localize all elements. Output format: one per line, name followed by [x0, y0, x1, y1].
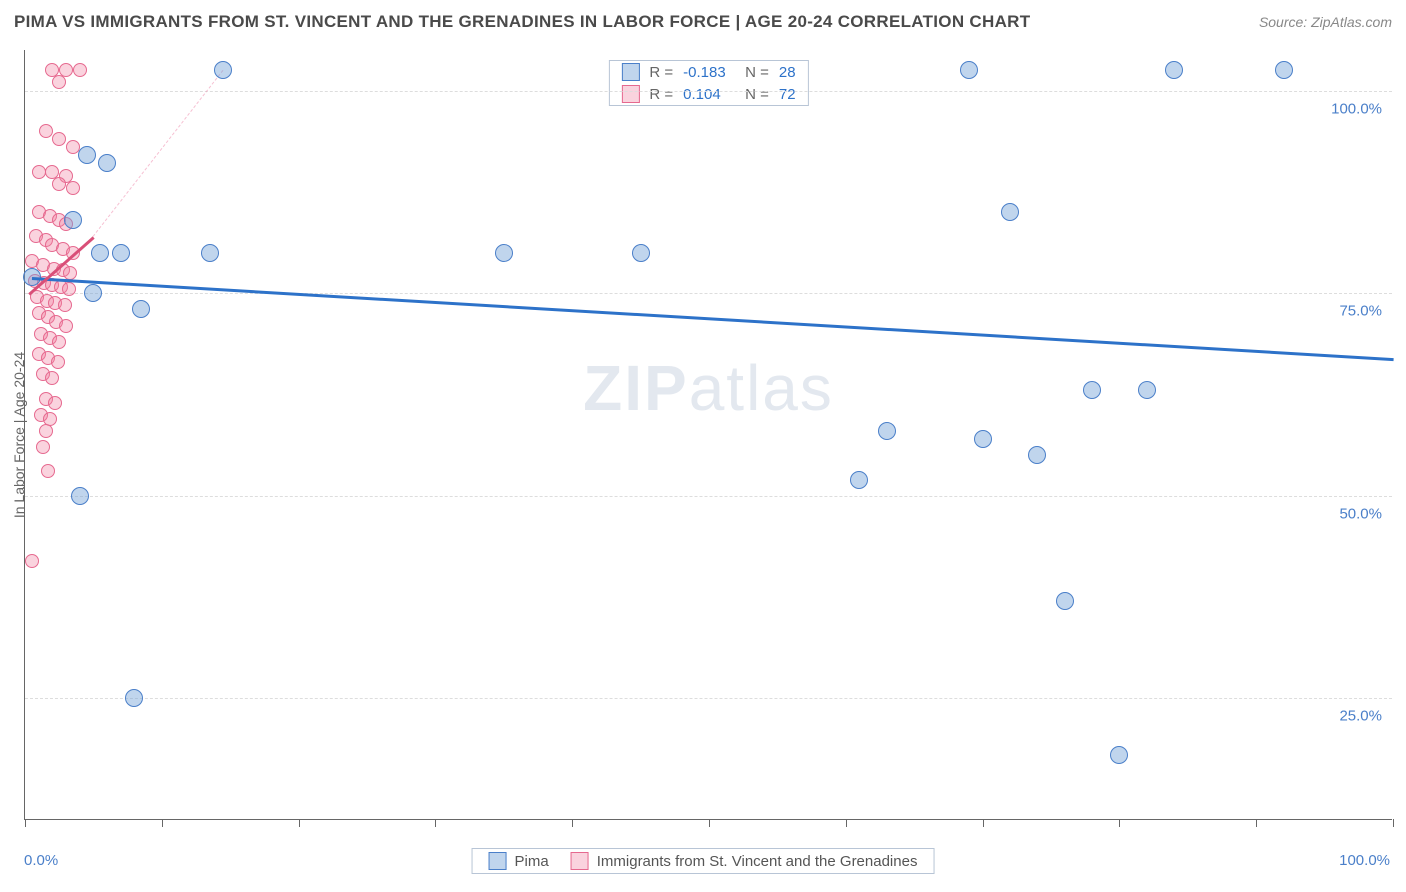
- x-axis-min-label: 0.0%: [24, 852, 58, 869]
- stat-value: 0.104: [683, 86, 735, 103]
- scatter-point-pink: [52, 75, 66, 89]
- x-tick: [1119, 819, 1120, 827]
- scatter-point-blue: [1028, 446, 1046, 464]
- scatter-point-blue: [1165, 61, 1183, 79]
- swatch-blue-icon: [489, 852, 507, 870]
- gridline: [25, 496, 1392, 497]
- legend-item-blue: Pima: [489, 852, 549, 870]
- stat-value: 28: [779, 64, 796, 81]
- scatter-point-pink: [58, 298, 72, 312]
- scatter-point-pink: [52, 177, 66, 191]
- scatter-point-pink: [59, 319, 73, 333]
- scatter-point-blue: [632, 244, 650, 262]
- scatter-point-blue: [78, 146, 96, 164]
- scatter-point-blue: [64, 211, 82, 229]
- scatter-point-blue: [132, 300, 150, 318]
- correlation-stats-box: R = -0.183 N = 28 R = 0.104 N = 72: [608, 60, 808, 106]
- scatter-point-pink: [39, 124, 53, 138]
- scatter-point-blue: [974, 430, 992, 448]
- y-tick-label: 25.0%: [1339, 708, 1382, 725]
- gridline: [25, 293, 1392, 294]
- swatch-blue-icon: [621, 63, 639, 81]
- x-tick: [846, 819, 847, 827]
- scatter-point-blue: [1275, 61, 1293, 79]
- scatter-point-blue: [201, 244, 219, 262]
- x-tick: [983, 819, 984, 827]
- gridline: [25, 91, 1392, 92]
- x-tick: [1393, 819, 1394, 827]
- x-tick: [25, 819, 26, 827]
- swatch-pink-icon: [571, 852, 589, 870]
- stat-label: R =: [649, 86, 673, 103]
- y-tick-label: 100.0%: [1331, 100, 1382, 117]
- scatter-point-blue: [960, 61, 978, 79]
- scatter-point-blue: [1138, 381, 1156, 399]
- y-tick-label: 50.0%: [1339, 505, 1382, 522]
- scatter-point-pink: [32, 165, 46, 179]
- source-attribution: Source: ZipAtlas.com: [1259, 14, 1392, 30]
- scatter-point-blue: [91, 244, 109, 262]
- scatter-point-pink: [52, 335, 66, 349]
- scatter-point-blue: [878, 422, 896, 440]
- x-tick: [435, 819, 436, 827]
- scatter-point-pink: [48, 396, 62, 410]
- scatter-point-pink: [25, 554, 39, 568]
- scatter-point-blue: [1001, 203, 1019, 221]
- trend-line-blue: [32, 277, 1393, 361]
- scatter-point-pink: [73, 63, 87, 77]
- stats-row-pink: R = 0.104 N = 72: [609, 83, 807, 105]
- scatter-point-pink: [39, 424, 53, 438]
- stat-label: R =: [649, 64, 673, 81]
- gridline: [25, 698, 1392, 699]
- swatch-pink-icon: [621, 85, 639, 103]
- x-tick: [1256, 819, 1257, 827]
- stats-row-blue: R = -0.183 N = 28: [609, 61, 807, 83]
- legend-item-pink: Immigrants from St. Vincent and the Gren…: [571, 852, 918, 870]
- scatter-point-blue: [1056, 592, 1074, 610]
- scatter-point-blue: [112, 244, 130, 262]
- scatter-point-blue: [84, 284, 102, 302]
- legend-label: Pima: [515, 853, 549, 870]
- stat-label: N =: [745, 86, 769, 103]
- x-tick: [709, 819, 710, 827]
- scatter-point-blue: [71, 487, 89, 505]
- y-axis-label: In Labor Force | Age 20-24: [11, 351, 27, 517]
- y-tick-label: 75.0%: [1339, 303, 1382, 320]
- scatter-point-blue: [495, 244, 513, 262]
- scatter-point-pink: [52, 132, 66, 146]
- scatter-point-pink: [66, 181, 80, 195]
- scatter-plot-area: ZIPatlas In Labor Force | Age 20-24 R = …: [24, 50, 1392, 820]
- legend-label: Immigrants from St. Vincent and the Gren…: [597, 853, 918, 870]
- scatter-point-pink: [51, 355, 65, 369]
- stat-value: -0.183: [683, 64, 735, 81]
- trend-dash-pink: [93, 70, 224, 237]
- stat-label: N =: [745, 64, 769, 81]
- scatter-point-blue: [1110, 746, 1128, 764]
- scatter-point-blue: [214, 61, 232, 79]
- scatter-point-pink: [45, 371, 59, 385]
- scatter-point-pink: [62, 282, 76, 296]
- chart-title: PIMA VS IMMIGRANTS FROM ST. VINCENT AND …: [14, 12, 1030, 32]
- stat-value: 72: [779, 86, 796, 103]
- scatter-point-blue: [850, 471, 868, 489]
- x-tick: [572, 819, 573, 827]
- watermark: ZIPatlas: [583, 351, 834, 425]
- legend: Pima Immigrants from St. Vincent and the…: [472, 848, 935, 874]
- x-tick: [299, 819, 300, 827]
- scatter-point-blue: [125, 689, 143, 707]
- x-tick: [162, 819, 163, 827]
- scatter-point-blue: [98, 154, 116, 172]
- scatter-point-pink: [41, 464, 55, 478]
- x-axis-max-label: 100.0%: [1339, 852, 1390, 869]
- scatter-point-blue: [1083, 381, 1101, 399]
- scatter-point-pink: [36, 440, 50, 454]
- scatter-point-pink: [63, 266, 77, 280]
